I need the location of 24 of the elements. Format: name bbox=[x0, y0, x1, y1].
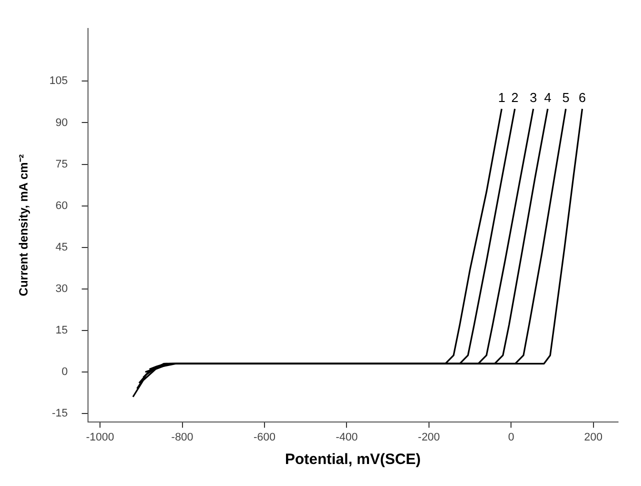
y-tick-label: 0 bbox=[62, 366, 68, 378]
y-tick-label: 90 bbox=[56, 116, 68, 129]
y-axis-title: Current density, mA cm⁻² bbox=[16, 154, 31, 296]
y-tick-label: 75 bbox=[56, 158, 68, 170]
series-label: 2 bbox=[511, 90, 518, 105]
x-tick-label: -400 bbox=[336, 431, 358, 444]
series-label: 5 bbox=[562, 90, 570, 105]
y-tick-label: 45 bbox=[56, 241, 68, 254]
series-label: 3 bbox=[530, 90, 537, 105]
x-tick-label: 0 bbox=[508, 431, 514, 444]
y-tick-label: 60 bbox=[56, 200, 68, 212]
x-tick-label: -200 bbox=[418, 431, 440, 444]
series-label: 1 bbox=[498, 90, 506, 105]
x-tick-label: -600 bbox=[253, 431, 276, 444]
y-tick-label: 105 bbox=[49, 75, 68, 88]
x-tick-label: -1000 bbox=[86, 431, 114, 444]
y-tick-label: 30 bbox=[56, 282, 68, 295]
y-tick-label: -15 bbox=[52, 408, 68, 420]
y-tick-label: 15 bbox=[56, 324, 68, 336]
series-label: 6 bbox=[578, 90, 586, 105]
series-label: 4 bbox=[544, 90, 552, 105]
x-tick-label: 200 bbox=[584, 431, 603, 444]
x-tick-label: -800 bbox=[171, 431, 194, 444]
x-axis-title: Potential, mV(SCE) bbox=[284, 451, 421, 468]
